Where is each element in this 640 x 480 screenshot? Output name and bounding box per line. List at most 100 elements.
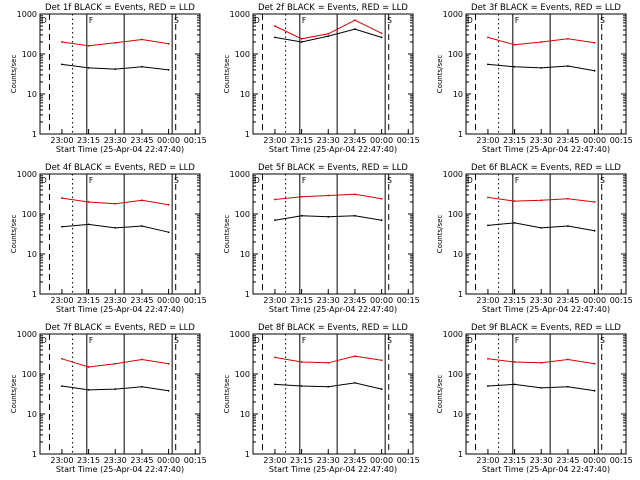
data-point-events xyxy=(354,381,356,384)
y-tick-label: 100 xyxy=(22,370,37,379)
x-tick-label: 23:45 xyxy=(556,456,579,465)
data-point-lld xyxy=(487,357,489,360)
data-point-events xyxy=(540,66,543,69)
x-tick-label: 23:00 xyxy=(476,136,499,145)
marker-s: S xyxy=(174,176,179,185)
data-point-events xyxy=(593,389,596,392)
panel-title: Det 6f BLACK = Events, RED = LLD xyxy=(471,163,621,173)
x-tick-label: 23:00 xyxy=(476,456,499,465)
y-tick-label: 1000 xyxy=(230,10,250,19)
y-tick-label: 100 xyxy=(448,210,463,219)
y-tick-label: 10 xyxy=(27,250,37,259)
marker-s: S xyxy=(387,16,392,25)
data-point-lld xyxy=(300,361,303,363)
x-tick-label: 00:00 xyxy=(157,136,180,145)
y-axis-label: Counts/sec xyxy=(223,215,231,254)
marker-s: S xyxy=(387,176,392,185)
panel-title: Det 9f BLACK = Events, RED = LLD xyxy=(471,323,621,333)
y-tick-label: 1 xyxy=(32,130,37,139)
marker-s: S xyxy=(600,176,605,185)
x-tick-label: 00:00 xyxy=(157,296,180,305)
data-point-events xyxy=(513,221,516,224)
x-tick-label: 23:45 xyxy=(130,296,153,305)
marker-d: D xyxy=(41,336,47,345)
y-axis-label: Counts/sec xyxy=(436,375,444,414)
y-tick-label: 100 xyxy=(448,50,463,59)
data-point-lld xyxy=(487,36,489,39)
y-tick-label: 1 xyxy=(245,130,250,139)
data-point-events xyxy=(354,214,356,217)
y-axis-label: Counts/sec xyxy=(10,375,18,414)
x-tick-label: 23:15 xyxy=(503,296,526,305)
x-tick-label: 00:00 xyxy=(583,136,606,145)
y-tick-label: 1 xyxy=(32,290,37,299)
data-point-events xyxy=(380,219,383,222)
x-tick-label: 23:15 xyxy=(290,136,313,145)
x-tick-label: 00:00 xyxy=(370,296,393,305)
data-point-lld xyxy=(114,362,117,365)
panel-det-8: Det 8f BLACK = Events, RED = LLD D F S 1 10 10… xyxy=(223,323,420,474)
y-axis-label: Counts/sec xyxy=(10,215,18,254)
data-point-events xyxy=(327,385,330,388)
panel-title: Det 4f BLACK = Events, RED = LLD xyxy=(45,163,195,173)
x-tick-label: 23:15 xyxy=(290,296,313,305)
data-point-lld xyxy=(274,356,276,359)
data-point-events xyxy=(300,41,303,43)
data-point-lld xyxy=(274,25,276,27)
x-axis-label: Start Time (25-Apr-04 22:47:40) xyxy=(56,465,184,474)
marker-f: F xyxy=(515,16,519,25)
marker-f: F xyxy=(515,336,519,345)
y-tick-label: 10 xyxy=(240,250,250,259)
y-tick-label: 1 xyxy=(458,130,463,139)
data-point-events xyxy=(540,386,543,389)
data-point-lld xyxy=(540,199,543,202)
data-point-events xyxy=(300,385,303,387)
panel-title: Det 3f BLACK = Events, RED = LLD xyxy=(471,3,621,13)
y-tick-label: 10 xyxy=(240,410,250,419)
x-tick-label: 00:00 xyxy=(583,296,606,305)
x-tick-label: 23:00 xyxy=(263,456,286,465)
marker-f: F xyxy=(302,336,306,345)
data-point-events xyxy=(114,388,117,390)
plot-frame xyxy=(465,173,627,295)
y-tick-label: 1000 xyxy=(230,330,250,339)
panel-det-2: Det 2f BLACK = Events, RED = LLD D F S 1 10 10… xyxy=(223,3,420,154)
data-point-lld xyxy=(567,197,569,200)
data-point-lld xyxy=(141,358,143,361)
plot-frame xyxy=(252,173,414,295)
series-line-lld xyxy=(274,355,382,364)
panel-title: Det 8f BLACK = Events, RED = LLD xyxy=(258,323,408,333)
x-tick-label: 00:15 xyxy=(397,136,420,145)
data-point-events xyxy=(327,35,330,38)
y-tick-label: 10 xyxy=(453,410,463,419)
x-tick-label: 00:15 xyxy=(610,296,633,305)
y-tick-label: 1000 xyxy=(443,170,463,179)
data-point-events xyxy=(300,214,303,217)
data-point-lld xyxy=(593,201,596,203)
x-tick-label: 23:45 xyxy=(556,296,579,305)
data-point-lld xyxy=(513,361,516,363)
plot-frame xyxy=(39,173,201,295)
data-point-lld xyxy=(61,197,63,199)
x-tick-label: 23:30 xyxy=(104,456,127,465)
marker-f: F xyxy=(302,176,306,185)
x-tick-label: 00:15 xyxy=(184,456,207,465)
data-point-lld xyxy=(354,193,356,196)
x-tick-label: 23:15 xyxy=(77,456,100,465)
panel-det-1: Det 1f BLACK = Events, RED = LLD D F S 1 10 10… xyxy=(10,3,207,154)
data-point-events xyxy=(114,68,117,70)
x-axis-label: Start Time (25-Apr-04 22:47:40) xyxy=(269,305,397,314)
x-tick-label: 23:15 xyxy=(290,456,313,465)
data-point-lld xyxy=(513,200,516,203)
data-point-events xyxy=(61,385,63,387)
marker-f: F xyxy=(302,16,306,25)
x-axis-label: Start Time (25-Apr-04 22:47:40) xyxy=(482,305,610,314)
data-point-lld xyxy=(567,358,569,361)
x-tick-label: 00:15 xyxy=(397,456,420,465)
marker-s: S xyxy=(600,16,605,25)
data-point-lld xyxy=(167,42,170,45)
marker-s: S xyxy=(174,16,179,25)
x-axis-label: Start Time (25-Apr-04 22:47:40) xyxy=(482,465,610,474)
marker-s: S xyxy=(174,336,179,345)
x-tick-label: 23:30 xyxy=(104,136,127,145)
